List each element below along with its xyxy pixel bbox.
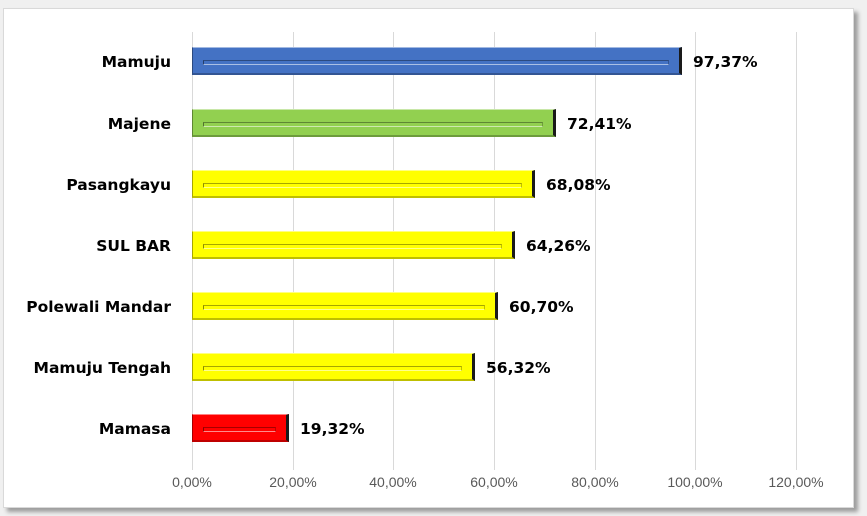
bar-bevel <box>203 183 522 188</box>
category-label: Polewali Mandar <box>26 298 171 316</box>
data-label: 68,08% <box>546 176 611 194</box>
bar-bevel <box>203 427 276 432</box>
bar <box>192 170 535 198</box>
x-tick-label: 80,00% <box>571 474 619 490</box>
category-label: Mamuju <box>101 53 171 71</box>
data-label: 60,70% <box>509 298 574 316</box>
bar <box>192 109 556 137</box>
bar-bevel <box>203 60 669 65</box>
x-tick-label: 0,00% <box>172 474 212 490</box>
bar-bevel <box>203 244 502 249</box>
data-label: 97,37% <box>693 53 758 71</box>
data-label: 72,41% <box>567 115 632 133</box>
bar-bevel <box>203 366 462 371</box>
x-tick-label: 100,00% <box>667 474 723 490</box>
bar <box>192 47 682 75</box>
x-tick-label: 60,00% <box>470 474 518 490</box>
data-label: 56,32% <box>486 359 551 377</box>
category-label: Mamasa <box>98 420 171 438</box>
x-tick-label: 120,00% <box>768 474 824 490</box>
gridline <box>595 32 596 470</box>
bar <box>192 353 475 381</box>
x-tick-label: 20,00% <box>269 474 317 490</box>
bar-bevel <box>203 305 485 310</box>
data-label: 19,32% <box>300 420 365 438</box>
gridline <box>796 32 797 470</box>
bar <box>192 414 289 442</box>
category-label: Pasangkayu <box>66 176 171 194</box>
category-label: Mamuju Tengah <box>33 359 171 377</box>
category-label: SUL BAR <box>96 237 171 255</box>
data-label: 64,26% <box>526 237 591 255</box>
gridline <box>695 32 696 470</box>
bar <box>192 231 515 259</box>
category-label: Majene <box>107 115 171 133</box>
bar-bevel <box>203 122 543 127</box>
bar <box>192 292 498 320</box>
x-tick-label: 40,00% <box>369 474 417 490</box>
